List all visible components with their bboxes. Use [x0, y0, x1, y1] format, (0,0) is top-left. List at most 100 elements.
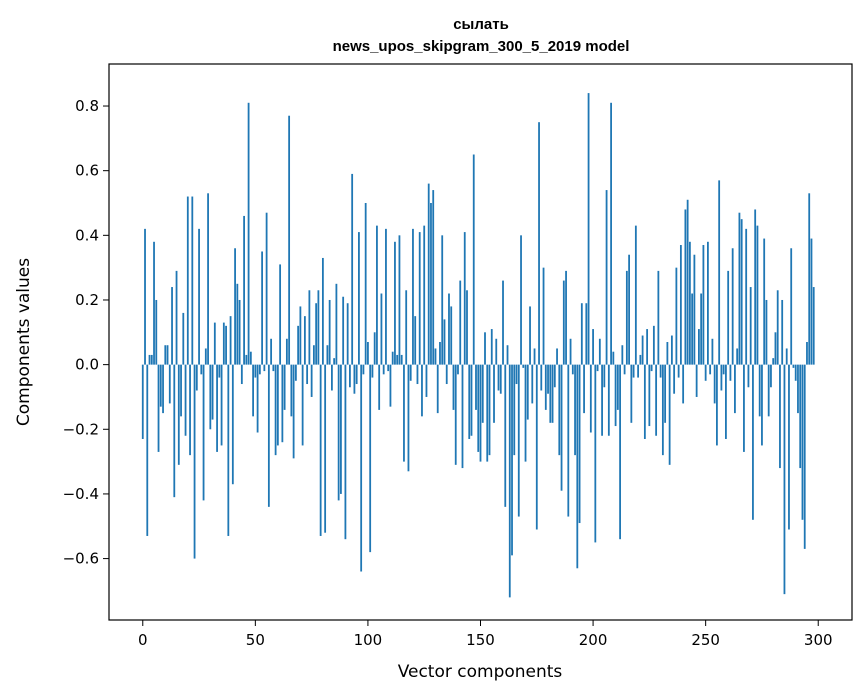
bar [279, 264, 282, 365]
bar [493, 364, 495, 423]
bar [799, 364, 802, 469]
bar [272, 364, 275, 372]
bar [684, 209, 687, 365]
bar [587, 93, 590, 365]
bar [164, 345, 167, 365]
bar [231, 364, 234, 485]
bar [734, 364, 736, 414]
bar [310, 364, 313, 397]
bar [252, 364, 254, 417]
bar [265, 212, 268, 365]
bar [459, 280, 462, 365]
bar [398, 235, 401, 365]
bar [157, 364, 160, 452]
bar [317, 290, 320, 365]
bar [200, 364, 203, 375]
bar [274, 364, 277, 456]
bar [695, 364, 698, 397]
y-tick-label: 0.6 [75, 162, 99, 180]
bar [670, 335, 673, 365]
bar [560, 364, 563, 491]
bar [686, 199, 689, 365]
bar [666, 342, 669, 365]
x-tick-label: 150 [466, 631, 495, 649]
bar [153, 241, 155, 365]
bar [614, 364, 617, 427]
bar [308, 290, 311, 365]
bar [794, 364, 797, 381]
bar [396, 354, 399, 365]
bar [716, 364, 718, 446]
bar [141, 364, 144, 439]
bar [704, 364, 707, 381]
bar [643, 364, 646, 439]
bar [303, 316, 306, 365]
bar [150, 354, 153, 365]
bar [803, 364, 806, 549]
bar [256, 364, 259, 433]
bar [362, 364, 365, 375]
bar [808, 193, 811, 365]
bar [432, 190, 435, 365]
bar [367, 342, 369, 365]
bar [707, 241, 709, 365]
bar [535, 364, 538, 530]
bar [450, 306, 453, 365]
bar [358, 232, 360, 365]
bar [412, 228, 414, 365]
bar [472, 154, 475, 365]
bar [713, 364, 716, 404]
bar [146, 364, 149, 536]
bar [155, 299, 158, 365]
bar [506, 345, 509, 365]
y-tick-label: 0.0 [75, 356, 99, 374]
bar [745, 228, 748, 365]
bar [409, 364, 412, 381]
bar [743, 364, 745, 452]
bar [211, 364, 214, 420]
bar [772, 358, 775, 365]
bar [463, 232, 466, 365]
bar [168, 364, 171, 404]
bar [423, 225, 426, 365]
bar [360, 364, 363, 572]
bar [378, 364, 381, 410]
bar [425, 364, 428, 397]
bar [468, 364, 471, 439]
bar [207, 193, 209, 365]
bar [195, 364, 198, 391]
bar [767, 364, 770, 417]
bar [677, 364, 680, 378]
bar [193, 364, 196, 559]
bar [466, 290, 468, 365]
bar [725, 364, 727, 439]
bar [475, 364, 477, 410]
bar [267, 364, 270, 507]
bar [340, 364, 342, 494]
bar [605, 190, 608, 365]
bar [236, 283, 239, 365]
bar [749, 287, 752, 365]
bar [184, 364, 187, 436]
bar [461, 364, 464, 469]
bar [416, 364, 419, 385]
bar [400, 354, 403, 365]
bar [740, 219, 743, 365]
bar [657, 270, 660, 365]
bar [457, 364, 459, 375]
bar [511, 364, 513, 556]
bar [403, 364, 405, 462]
bar [517, 364, 520, 517]
bar [576, 364, 579, 569]
bar [526, 364, 529, 420]
bar [596, 364, 599, 372]
bar [234, 248, 236, 365]
bar [389, 364, 392, 407]
bar [634, 225, 637, 365]
bar [220, 364, 223, 446]
bar [380, 293, 383, 365]
bar [551, 364, 554, 423]
bar [222, 322, 225, 365]
bar [747, 364, 750, 388]
bar [752, 364, 754, 520]
